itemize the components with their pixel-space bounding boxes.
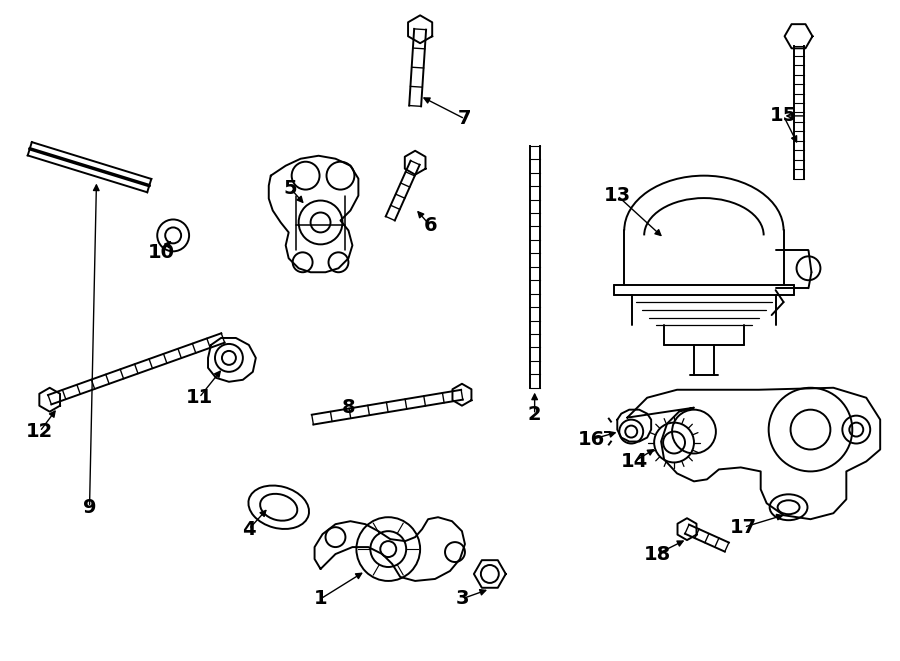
Text: 3: 3 (455, 590, 469, 608)
Text: 12: 12 (26, 422, 53, 441)
Text: 5: 5 (284, 179, 298, 198)
Text: 14: 14 (621, 452, 648, 471)
Text: 7: 7 (458, 109, 472, 128)
Text: 6: 6 (423, 216, 436, 235)
Text: 2: 2 (527, 405, 542, 424)
Text: 10: 10 (148, 243, 175, 262)
Text: 8: 8 (342, 398, 356, 417)
Text: 17: 17 (730, 518, 757, 537)
Text: 9: 9 (83, 498, 96, 517)
Text: 4: 4 (242, 520, 256, 539)
Text: 16: 16 (578, 430, 605, 449)
Text: 18: 18 (644, 545, 670, 564)
Text: 1: 1 (314, 590, 328, 608)
Text: 15: 15 (770, 106, 797, 126)
Text: 13: 13 (604, 186, 631, 205)
Text: 11: 11 (185, 388, 212, 407)
